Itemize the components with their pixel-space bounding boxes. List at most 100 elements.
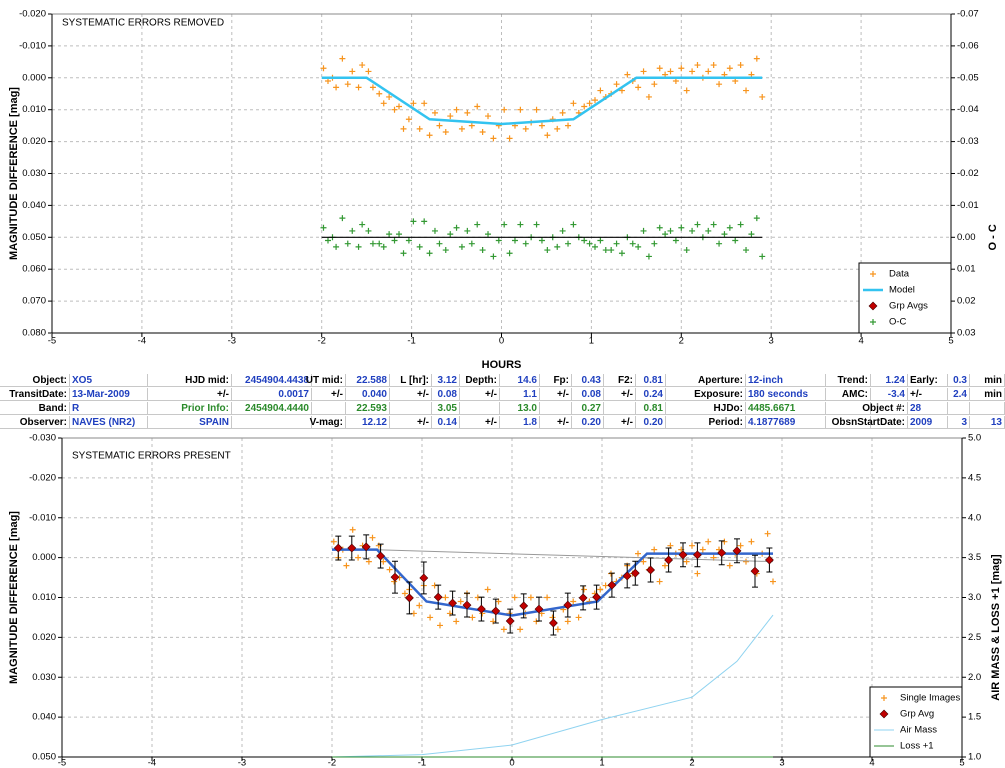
x-tick-label: -3 xyxy=(228,336,236,347)
series-line xyxy=(331,614,774,758)
data-point xyxy=(694,221,701,228)
data-point xyxy=(343,562,350,569)
data-point xyxy=(613,81,620,88)
data-point xyxy=(416,602,423,609)
data-point xyxy=(405,237,412,244)
data-point xyxy=(564,618,571,625)
data-point xyxy=(365,227,372,234)
y2-tick-label: 4.5 xyxy=(968,472,981,483)
group-average xyxy=(448,598,458,608)
y-tick-label: 0.050 xyxy=(22,232,46,243)
data-point xyxy=(538,237,545,244)
table-cell: 180 seconds xyxy=(746,388,826,401)
data-point xyxy=(705,538,712,545)
data-point xyxy=(554,125,561,132)
data-point xyxy=(458,243,465,250)
group-average xyxy=(347,543,357,553)
x-tick-label: -4 xyxy=(148,758,156,768)
table-cell: -3.4 xyxy=(871,388,908,401)
data-point xyxy=(401,590,408,597)
table-cell: Prior Info: xyxy=(148,402,232,415)
data-point xyxy=(716,240,723,247)
data-point xyxy=(640,68,647,75)
data-point xyxy=(549,614,556,621)
data-point xyxy=(485,113,492,120)
data-point xyxy=(699,546,706,553)
group-average xyxy=(607,580,617,590)
data-point xyxy=(743,87,750,94)
legend-symbol xyxy=(870,319,876,325)
table-cell: 4485.6671 xyxy=(746,402,826,415)
y2-tick-label: 1.5 xyxy=(968,712,981,723)
legend-label: Single Images xyxy=(900,693,960,704)
group-average xyxy=(578,593,588,603)
data-point xyxy=(442,247,449,254)
group-average xyxy=(505,616,515,626)
x-tick-label: 1 xyxy=(589,336,594,347)
data-point xyxy=(597,87,604,94)
data-point xyxy=(437,622,443,629)
data-point xyxy=(427,614,434,621)
table-cell: +/- xyxy=(540,416,572,429)
data-point xyxy=(743,558,749,565)
table-cell: F2: xyxy=(604,374,636,387)
y2-tick-label: -0.07 xyxy=(957,9,979,20)
table-cell: 3.05 xyxy=(432,402,460,415)
data-point xyxy=(656,578,663,585)
data-point xyxy=(581,103,588,110)
data-point xyxy=(500,626,507,633)
data-point xyxy=(645,253,652,260)
data-point xyxy=(517,626,524,633)
data-point xyxy=(689,542,695,549)
group-average xyxy=(462,600,472,610)
data-point xyxy=(602,247,609,254)
table-cell xyxy=(948,402,970,415)
x-tick-label: 4 xyxy=(869,758,874,768)
data-point xyxy=(339,215,346,222)
data-point xyxy=(400,250,407,257)
data-point xyxy=(464,109,471,116)
legend-label: O-C xyxy=(889,317,907,328)
y-tick-label: 0.010 xyxy=(22,104,46,115)
table-cell: +/- xyxy=(908,388,948,401)
data-point xyxy=(391,106,398,113)
table-cell: 3 xyxy=(948,416,970,429)
y-tick-label: 0.030 xyxy=(32,672,56,683)
group-average xyxy=(534,604,544,614)
y-tick-label: 0.040 xyxy=(22,200,46,211)
data-point xyxy=(694,570,701,577)
group-average xyxy=(548,618,558,628)
legend-symbol xyxy=(870,271,876,277)
table-cell: 4.1877689 xyxy=(746,416,826,429)
data-point xyxy=(469,614,476,621)
data-point xyxy=(624,71,631,78)
data-point xyxy=(386,566,393,573)
data-point xyxy=(662,562,668,569)
table-cell xyxy=(460,402,500,415)
table-cell xyxy=(970,402,1005,415)
data-point xyxy=(442,594,449,601)
legend-box xyxy=(858,262,952,334)
group-average xyxy=(491,606,501,616)
data-point xyxy=(495,237,502,244)
data-point xyxy=(436,240,443,247)
y2-tick-label: 3.0 xyxy=(968,592,981,603)
data-point xyxy=(678,224,685,231)
data-point xyxy=(581,237,588,244)
data-point xyxy=(339,55,346,62)
table-cell xyxy=(826,402,871,415)
x-tick-label: -5 xyxy=(58,758,66,768)
legend-symbol xyxy=(868,301,878,311)
chart: -5 -4 -3 -2 -1 0 1 2 3 4 5 -0.020 -0.010 0.000 0.010 0.… xyxy=(8,9,999,371)
data-point xyxy=(635,84,642,91)
data-point xyxy=(380,100,387,107)
table-cell: Band: xyxy=(0,402,70,415)
data-point xyxy=(748,538,755,545)
data-point xyxy=(613,240,620,247)
table-cell xyxy=(232,416,312,429)
data-point xyxy=(391,237,398,244)
data-point xyxy=(716,81,723,88)
table-cell: +/- xyxy=(460,388,500,401)
y2-tick-label: -0.04 xyxy=(957,104,979,115)
data-point xyxy=(421,218,428,225)
